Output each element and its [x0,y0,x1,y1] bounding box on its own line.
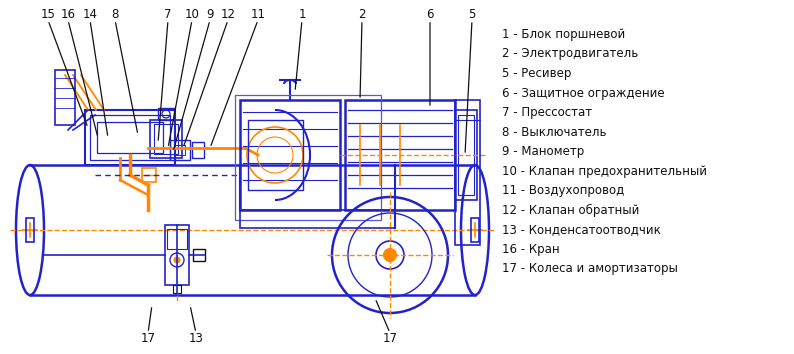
Bar [455,100,480,245]
Bar [240,100,340,210]
Circle shape [384,249,396,261]
Text: 8 - Выключатель: 8 - Выключатель [502,126,607,138]
Bar [165,225,189,285]
Bar [192,142,204,158]
Circle shape [174,257,180,263]
Text: 13 - Конденсатоотводчик: 13 - Конденсатоотводчик [502,223,661,236]
Bar [235,95,381,220]
Text: 9: 9 [206,8,214,22]
Text: 17: 17 [141,331,156,344]
Bar [248,120,303,190]
Text: 15: 15 [40,8,56,22]
Bar [175,145,185,155]
Bar [85,110,175,165]
Text: 1 - Блок поршневой: 1 - Блок поршневой [502,28,625,41]
Text: 16 - Кран: 16 - Кран [502,242,560,256]
Text: 2: 2 [358,8,366,22]
Text: 12 - Клапан обратный: 12 - Клапан обратный [502,204,639,217]
Text: 7: 7 [164,8,172,22]
Bar [154,124,178,154]
Bar [26,218,34,242]
Text: 1: 1 [299,8,306,22]
Bar [150,120,182,158]
Text: 5 - Ресивер: 5 - Ресивер [502,67,572,80]
Bar [55,70,75,125]
Text: 7 - Прессостат: 7 - Прессостат [502,106,592,119]
Bar [90,115,170,160]
Bar [158,108,174,120]
Text: 8: 8 [111,8,118,22]
Text: 2 - Электродвигатель: 2 - Электродвигатель [502,47,638,61]
Text: 14: 14 [83,8,98,22]
Bar [173,285,181,293]
Bar [142,168,156,182]
Text: 6: 6 [426,8,434,22]
Text: 11 - Воздухопровод: 11 - Воздухопровод [502,184,624,197]
Text: 17: 17 [383,331,398,344]
Text: 6 - Защитное ограждение: 6 - Защитное ограждение [502,86,665,99]
Text: 11: 11 [250,8,265,22]
Text: 16: 16 [60,8,75,22]
Text: 10 - Клапан предохранительный: 10 - Клапан предохранительный [502,165,707,177]
Bar [170,140,190,160]
Bar [97,122,163,153]
Text: 10: 10 [184,8,199,22]
Text: 5: 5 [468,8,476,22]
Text: 17 - Колеса и амортизаторы: 17 - Колеса и амортизаторы [502,262,678,275]
Bar [458,115,474,195]
Bar [193,249,205,261]
Text: 9 - Манометр: 9 - Манометр [502,145,584,158]
Text: 12: 12 [221,8,236,22]
Bar [240,210,395,228]
Bar [345,100,455,210]
Bar [167,229,187,249]
Bar [471,218,479,242]
Text: 13: 13 [188,331,203,344]
Bar [455,110,477,200]
